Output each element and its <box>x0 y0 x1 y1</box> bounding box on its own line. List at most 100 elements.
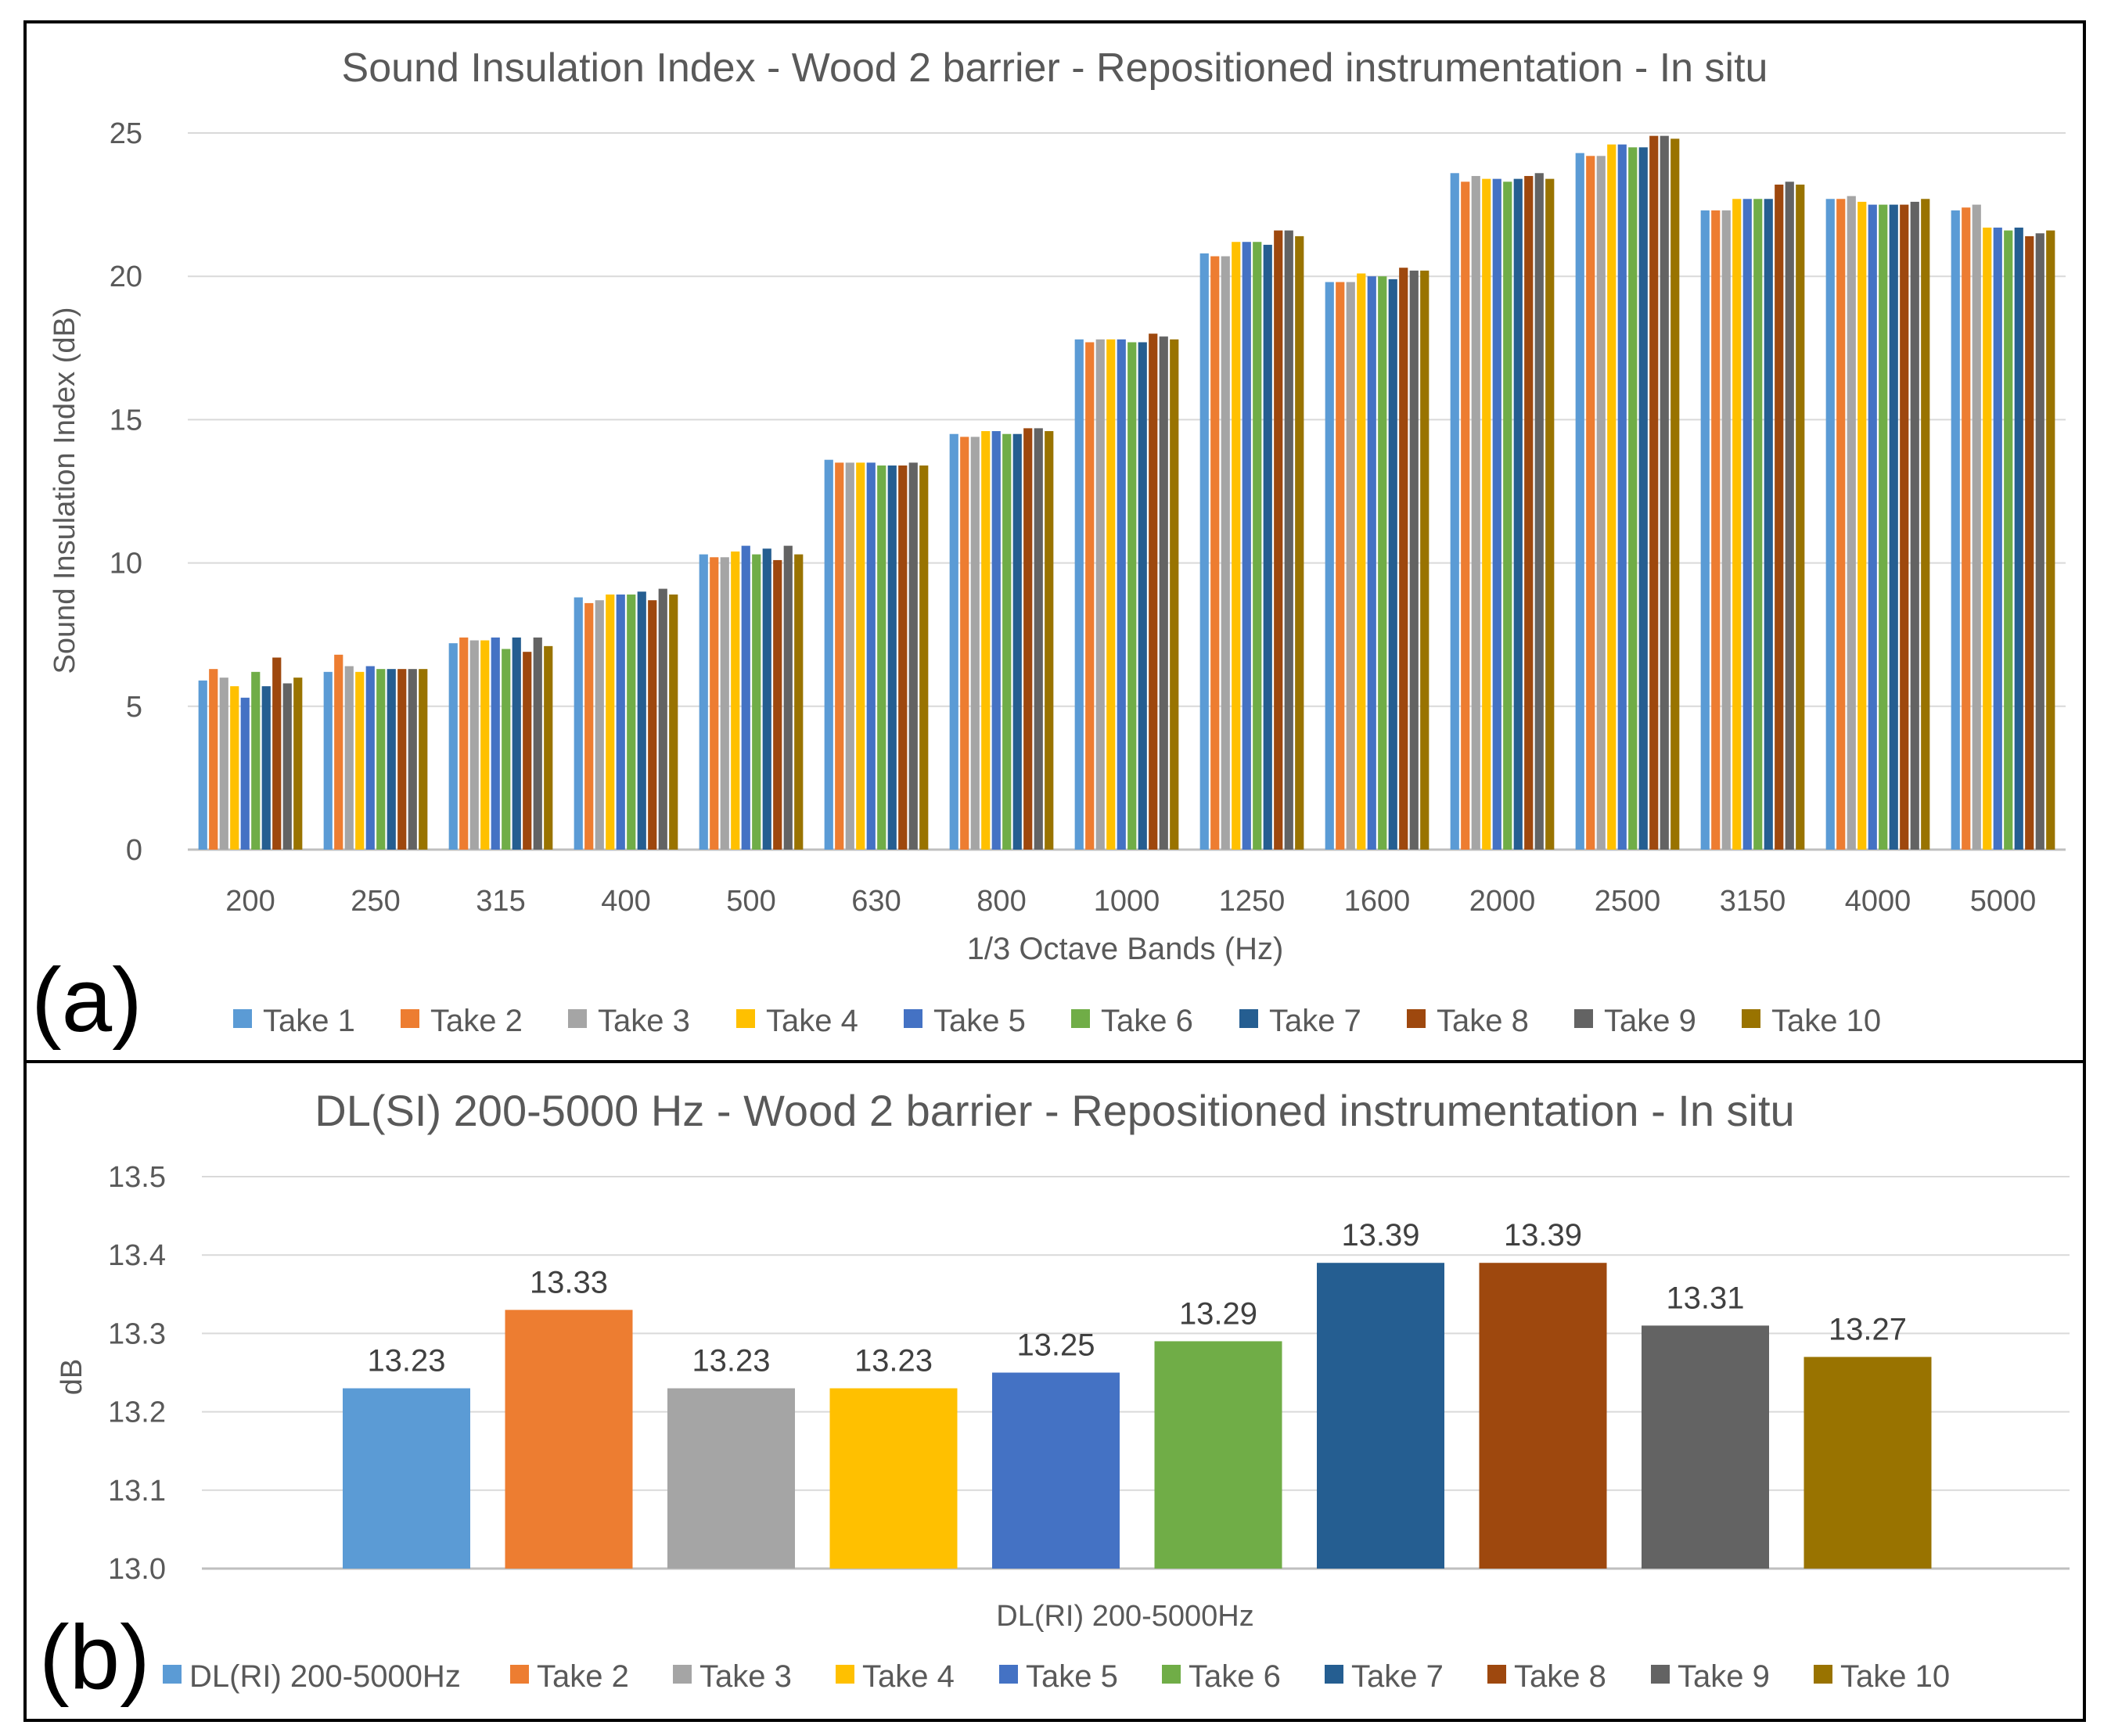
chart-b-data-label: 13.39 <box>1341 1218 1419 1253</box>
chart-a-bar <box>752 554 761 850</box>
chart-a-bar <box>1660 135 1669 850</box>
chart-b-data-label: 13.23 <box>692 1344 770 1378</box>
chart-a-bar <box>1138 342 1147 850</box>
chart-a-bar <box>991 431 1001 850</box>
chart-a-legend-swatch <box>1742 1009 1760 1028</box>
chart-a-bar <box>1170 339 1179 850</box>
chart-a-bar <box>1357 273 1366 850</box>
panel-a: Sound Insulation Index - Wood 2 barrier … <box>23 20 2086 1063</box>
chart-a-bar <box>1127 342 1137 850</box>
chart-a-x-tick-label: 500 <box>726 885 775 918</box>
chart-a-bar <box>648 600 657 850</box>
chart-b-bar <box>1804 1357 1932 1569</box>
chart-a-bar <box>845 462 854 850</box>
chart-b-y-tick-label: 13.3 <box>108 1317 166 1350</box>
chart-b-bar <box>1479 1263 1607 1569</box>
chart-b-legend-swatch <box>1487 1665 1506 1684</box>
chart-a-bar <box>1825 199 1835 850</box>
chart-a-bar <box>1921 199 1930 850</box>
chart-a-bar <box>261 686 271 850</box>
chart-a-bar <box>1492 178 1501 850</box>
chart-a-bar <box>1742 199 1752 850</box>
chart-a-bars <box>198 135 2055 850</box>
chart-a-x-tick-labels: 200 250 315 400 500 630 800 1000 1250 1600 2000 250… <box>225 885 2036 918</box>
chart-b-y-tick-label: 13.0 <box>108 1553 166 1586</box>
chart-a-bar <box>1471 175 1480 850</box>
chart-a-x-tick-label: 1250 <box>1219 885 1286 918</box>
chart-b-data-label: 13.39 <box>1504 1218 1582 1253</box>
chart-a-bar <box>1983 227 1992 850</box>
chart-a-bar <box>824 459 833 850</box>
chart-a-bar <box>919 465 929 850</box>
chart-b-y-tick-label: 13.4 <box>108 1239 166 1272</box>
chart-a-legend-label: Take 6 <box>1101 1004 1193 1038</box>
chart-a-bar <box>741 545 750 850</box>
chart-a-bar <box>762 548 771 850</box>
chart-a-bar <box>1785 182 1794 850</box>
chart-a-bar <box>1721 210 1731 850</box>
chart-a-bar <box>209 669 218 850</box>
chart-a-bar <box>1263 244 1272 850</box>
chart-a-bar <box>1753 199 1763 850</box>
chart-a-bar <box>230 686 239 850</box>
chart-b-bar <box>505 1310 633 1569</box>
chart-a-y-axis-label: Sound Insulation Index (dB) <box>49 307 81 674</box>
chart-a-bar <box>1951 210 1960 850</box>
chart-b-y-tick-label: 13.2 <box>108 1396 166 1429</box>
chart-a-bar <box>1095 339 1105 850</box>
chart-b-data-label: 13.31 <box>1666 1281 1744 1315</box>
chart-a-bar <box>1346 282 1355 850</box>
chart-a-legend-label: Take 5 <box>933 1004 1026 1038</box>
chart-a-bar <box>699 554 708 850</box>
chart-a-bar <box>1879 204 1888 850</box>
chart-a-legend: Take 1 Take 2 Take 3 Take 4 Take 5 Take 6 Take… <box>233 1004 1881 1038</box>
chart-a-bar <box>1847 196 1856 850</box>
chart-a-bar <box>1524 175 1534 850</box>
chart-a-bar <box>219 678 228 850</box>
chart-a-y-tick-labels: 0 5 10 15 20 25 <box>110 117 142 867</box>
chart-a-bar <box>1012 433 1022 850</box>
chart-a-bar <box>835 462 844 850</box>
chart-a-bar <box>574 597 583 850</box>
chart-b-legend-label: Take 3 <box>699 1659 792 1694</box>
chart-a-bar <box>1889 204 1898 850</box>
chart-a-bar <box>1388 279 1397 850</box>
chart-a-bar <box>1117 339 1126 850</box>
chart-a-bar <box>2025 235 2034 850</box>
chart-a-legend-swatch <box>401 1009 419 1028</box>
chart-a-bar <box>616 594 625 850</box>
chart-a-bar <box>1253 242 1262 850</box>
chart-b-legend-swatch <box>1814 1665 1832 1684</box>
chart-a-bar <box>794 554 804 850</box>
chart-a-bar <box>720 557 729 850</box>
chart-a-legend-swatch <box>568 1009 587 1028</box>
chart-a-bar <box>1711 210 1721 850</box>
chart-a-x-tick-label: 400 <box>601 885 650 918</box>
chart-a-legend-label: Take 9 <box>1604 1004 1696 1038</box>
chart-a-bar <box>627 594 636 850</box>
chart-a-y-tick-label: 5 <box>126 691 142 724</box>
panel-a-label: (a) <box>31 949 142 1051</box>
chart-a-bar <box>773 559 782 850</box>
chart-b-y-tick-labels: 13.0 13.1 13.2 13.3 13.4 13.5 <box>108 1161 166 1586</box>
chart-a-bar <box>2004 230 2013 850</box>
chart-b-legend-label: Take 10 <box>1840 1659 1950 1694</box>
chart-b-legend-swatch <box>1162 1665 1181 1684</box>
chart-a-bar <box>1638 147 1648 850</box>
chart-a-legend-label: Take 8 <box>1437 1004 1529 1038</box>
chart-a-bar <box>502 649 511 850</box>
chart-a-bar <box>1836 199 1846 850</box>
chart-a-x-tick-label: 2500 <box>1595 885 1661 918</box>
chart-b-data-label: 13.25 <box>1016 1328 1095 1363</box>
chart-b-legend: DL(RI) 200-5000Hz Take 2 Take 3 Take 4 Take … <box>163 1659 1950 1694</box>
chart-a-y-tick-label: 10 <box>110 548 142 580</box>
chart-a-bar <box>1085 342 1095 850</box>
chart-a-bar <box>2035 233 2044 850</box>
chart-b-legend-label: DL(RI) 200-5000Hz <box>189 1659 461 1694</box>
chart-a-legend-label: Take 7 <box>1269 1004 1361 1038</box>
chart-a-legend-swatch <box>1239 1009 1258 1028</box>
chart-b-legend-label: Take 4 <box>862 1659 955 1694</box>
chart-b-y-axis-label: dB <box>56 1359 88 1395</box>
chart-a-x-tick-label: 4000 <box>1845 885 1911 918</box>
chart-b-bar <box>1154 1341 1282 1569</box>
